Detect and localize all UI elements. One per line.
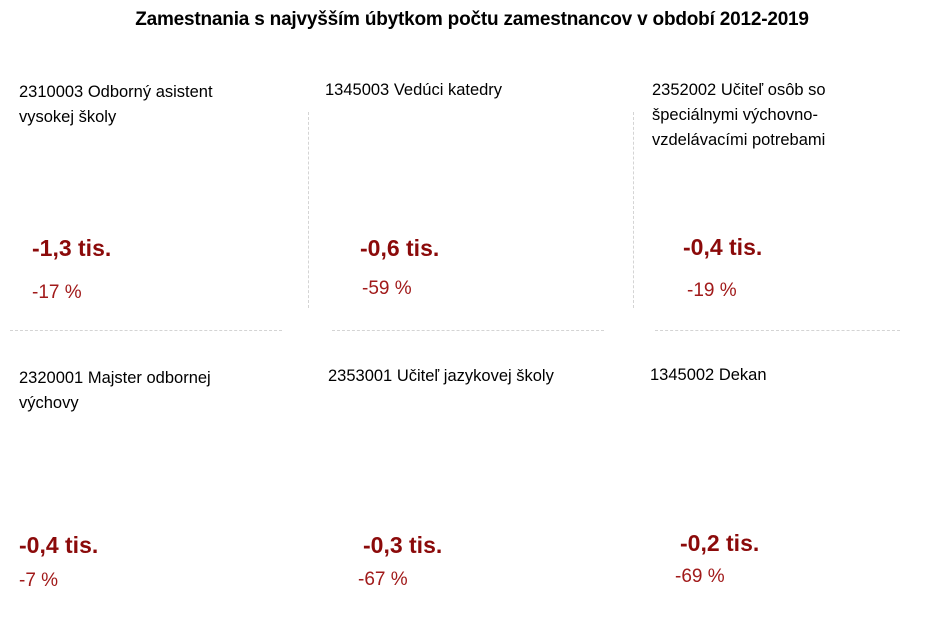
occupation-card: 2352002 Učiteľ osôb so špeciálnymi výcho… bbox=[652, 78, 922, 338]
change-value: -0,4 tis. bbox=[19, 532, 99, 558]
occupation-card: 1345003 Vedúci katedry -0,6 tis. -59 % bbox=[325, 78, 595, 338]
occupation-label: 2353001 Učiteľ jazykovej školy bbox=[328, 367, 554, 385]
divider-vertical-2 bbox=[633, 112, 634, 308]
occupation-label: 2320001 Majster odbornej výchovy bbox=[19, 369, 211, 412]
percent-value: -67 % bbox=[358, 569, 408, 590]
occupation-card: 2353001 Učiteľ jazykovej školy -0,3 tis.… bbox=[328, 364, 598, 624]
change-value: -0,2 tis. bbox=[680, 530, 760, 556]
occupation-label: 1345003 Vedúci katedry bbox=[325, 81, 503, 99]
change-value: -1,3 tis. bbox=[32, 235, 112, 261]
chart-title: Zamestnania s najvyšším úbytkom počtu za… bbox=[135, 9, 809, 30]
divider-horizontal-2 bbox=[332, 330, 604, 331]
occupation-card: 1345002 Dekan -0,2 tis. -69 % bbox=[650, 363, 920, 623]
percent-value: -59 % bbox=[362, 278, 412, 299]
change-value: -0,4 tis. bbox=[683, 234, 763, 260]
percent-value: -19 % bbox=[687, 280, 737, 301]
occupation-card: 2310003 Odborný asistent vysokej školy -… bbox=[19, 80, 289, 340]
occupation-label: 1345002 Dekan bbox=[650, 366, 767, 384]
divider-horizontal-3 bbox=[655, 330, 900, 331]
occupation-card: 2320001 Majster odbornej výchovy -0,4 ti… bbox=[19, 366, 289, 626]
occupation-label: 2352002 Učiteľ osôb so špeciálnymi výcho… bbox=[652, 81, 826, 149]
change-value: -0,3 tis. bbox=[363, 532, 443, 558]
change-value: -0,6 tis. bbox=[360, 235, 440, 261]
percent-value: -69 % bbox=[675, 566, 725, 587]
occupation-label: 2310003 Odborný asistent vysokej školy bbox=[19, 83, 213, 126]
percent-value: -17 % bbox=[32, 282, 82, 303]
divider-vertical-1 bbox=[308, 112, 309, 308]
divider-horizontal-1 bbox=[10, 330, 282, 331]
percent-value: -7 % bbox=[19, 570, 59, 591]
